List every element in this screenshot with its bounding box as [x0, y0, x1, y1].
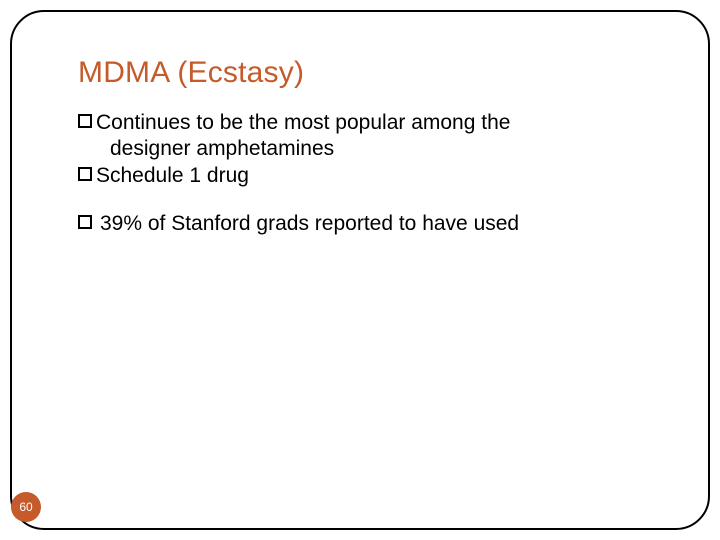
bullet-item: Schedule 1 drug	[78, 163, 660, 189]
square-bullet-icon	[78, 215, 92, 229]
slide-content: MDMA (Ecstasy) Continues to be the most …	[78, 56, 660, 259]
bullet-text: Schedule 1 drug	[96, 163, 249, 189]
bullet-group-2: 39% of Stanford grads reported to have u…	[78, 211, 660, 237]
square-bullet-icon	[78, 114, 92, 128]
bullet-item: Continues to be the most popular among t…	[78, 110, 660, 136]
page-number-badge: 60	[11, 492, 41, 522]
bullet-text-continue: designer amphetamines	[78, 136, 660, 162]
bullet-group-1: Continues to be the most popular among t…	[78, 110, 660, 189]
bullet-text: 39% of Stanford grads reported to have u…	[100, 211, 519, 237]
square-bullet-icon	[78, 167, 92, 181]
bullet-item: 39% of Stanford grads reported to have u…	[78, 211, 660, 237]
bullet-text: Continues to be the most popular among t…	[96, 110, 510, 136]
page-number: 60	[19, 500, 32, 514]
slide-title: MDMA (Ecstasy)	[78, 56, 660, 90]
